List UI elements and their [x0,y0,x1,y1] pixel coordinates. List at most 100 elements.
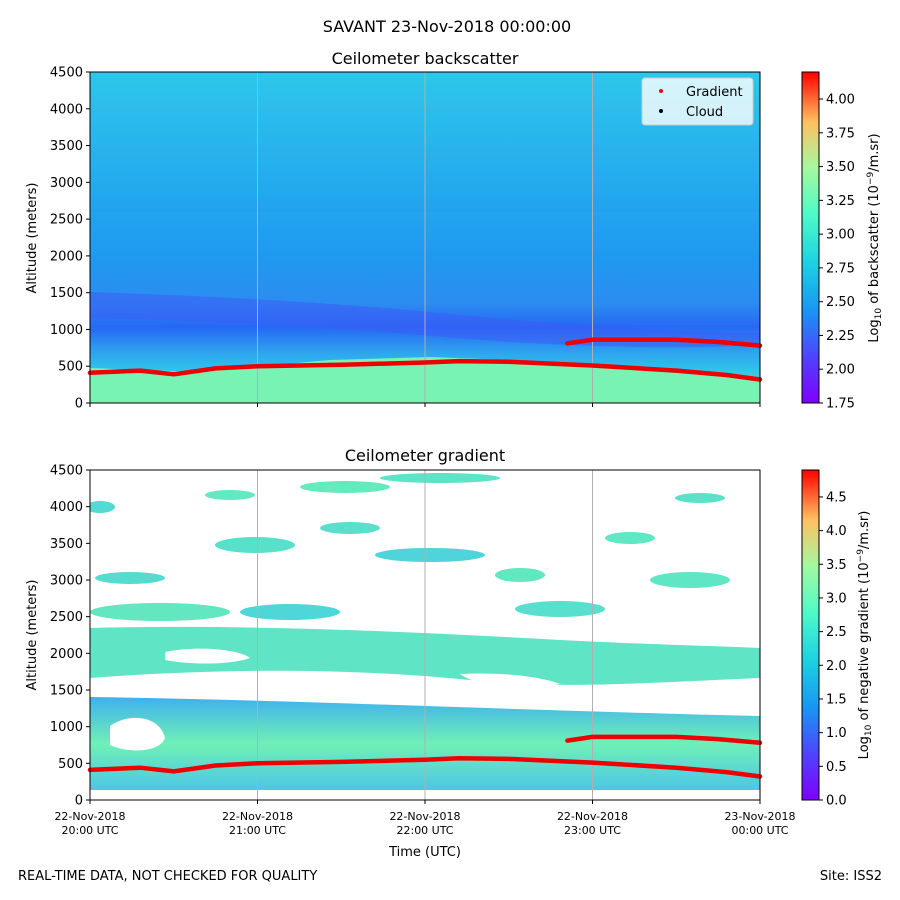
colorbar-gradient [801,71,820,404]
gradient-gradient-series [87,734,763,779]
gradient-title: Ceilometer gradient [345,446,505,465]
y-tick-label: 2500 [50,213,83,228]
y-tick-label: 4500 [50,464,83,479]
colorbar-tick-label: 1.0 [826,726,847,741]
backscatter-title: Ceilometer backscatter [332,49,519,68]
gradient-gap [460,673,560,688]
backscatter-colorbar: 1.75 2.00 2.25 2.50 2.75 3.00 3.25 3.50 3.75 4.00… [801,71,884,412]
gradient-patch [675,493,725,503]
colorbar-tick-label: 4.5 [826,490,847,505]
backscatter-gradient-series [87,337,763,382]
x-tick-label-time: 21:00 UTC [229,824,286,837]
y-tick-label: 3500 [50,537,83,552]
gradient-gap [110,717,165,751]
legend-label-cloud: Cloud [686,105,723,120]
legend-marker-cloud [659,109,663,113]
y-tick-label: 1500 [50,684,83,699]
backscatter-y-ticks: 0 500 1000 1500 2000 2500 3000 3500 4000 4500 [50,66,90,412]
gradient-height-line [87,755,763,779]
gradient-patch [650,572,730,588]
gradient-patch [515,601,605,617]
backscatter-colorbar-label: Log10 of backscatter (10−9/m.sr) [866,133,884,342]
x-tick-label-time: 00:00 UTC [731,824,788,837]
y-tick-label: 3000 [50,176,83,191]
gradient-gap [165,648,250,664]
colorbar-tick-label: 3.25 [826,194,855,209]
gradient-patch [300,481,390,493]
y-tick-label: 4000 [50,102,83,117]
colorbar-gradient [801,469,820,801]
legend-label-gradient: Gradient [686,85,743,100]
gradient-patch [320,522,380,534]
gradient-y-ticks: 0 500 1000 1500 2000 2500 3000 3500 4000 4500 [50,464,90,809]
colorbar-tick-label: 2.0 [826,659,847,674]
gradient-patch [215,537,295,553]
y-tick-label: 1500 [50,286,83,301]
colorbar-tick-label: 3.50 [826,160,855,175]
backscatter-x-ticks [89,403,761,407]
gradient-x-label: Time (UTC) [388,845,461,860]
colorbar-tick-label: 2.00 [826,363,855,378]
colorbar-tick-label: 3.5 [826,558,847,573]
x-tick-label-time: 22:00 UTC [396,824,453,837]
gradient-height-line [87,358,763,382]
site-label: Site: ISS2 [819,869,882,884]
y-tick-label: 2500 [50,610,83,625]
colorbar-tick-label: 1.5 [826,692,847,707]
gradient-patch [90,603,230,621]
colorbar-tick-label: 2.50 [826,295,855,310]
x-tick-label-date: 23-Nov-2018 [724,810,795,823]
quality-disclaimer: REAL-TIME DATA, NOT CHECKED FOR QUALITY [18,869,318,884]
colorbar-ticks: 0.0 0.5 1.0 1.5 2.0 2.5 3.0 3.5 4.0 4.5 [819,490,847,809]
gradient-patch [605,532,655,544]
y-tick-label: 2000 [50,249,83,264]
gradient-patch [375,548,485,562]
gradient-patch [90,501,115,513]
gradient-y-label: Altitude (meters) [25,580,40,691]
gradient-patch [95,572,165,584]
gradient-patch [380,473,500,483]
colorbar-tick-label: 2.25 [826,329,855,344]
gradient-panel: Ceilometer gradient [25,446,874,860]
y-tick-label: 4000 [50,500,83,515]
colorbar-tick-label: 0.5 [826,760,847,775]
legend-marker-gradient [659,89,663,93]
gradient-height-line [565,337,763,348]
y-tick-label: 3000 [50,574,83,589]
legend-box [641,77,754,126]
x-tick-label-time: 20:00 UTC [61,824,118,837]
x-tick-label-date: 22-Nov-2018 [557,810,628,823]
gradient-gridlines [257,470,593,800]
y-tick-label: 500 [58,757,83,772]
x-tick-label-time: 23:00 UTC [564,824,621,837]
colorbar-tick-label: 3.75 [826,126,855,141]
gradient-patch [240,604,340,620]
y-tick-label: 0 [75,397,83,412]
gradient-colorbar-label: Log10 of negative gradient (10−9/m.sr) [856,511,874,760]
gradient-heatmap [90,470,760,800]
colorbar-tick-label: 0.0 [826,794,847,809]
colorbar-ticks: 1.75 2.00 2.25 2.50 2.75 3.00 3.25 3.50 3.75 4.00 [819,93,855,412]
colorbar-tick-label: 4.00 [826,93,855,108]
y-tick-label: 1000 [50,323,83,338]
gradient-colorbar: 0.0 0.5 1.0 1.5 2.0 2.5 3.0 3.5 4.0 4.5 Log10 of … [801,469,874,809]
backscatter-gridlines [257,72,593,403]
figure-suptitle: SAVANT 23-Nov-2018 00:00:00 [323,17,571,36]
x-tick-label-date: 22-Nov-2018 [222,810,293,823]
colorbar-tick-label: 3.00 [826,228,855,243]
y-tick-label: 0 [75,794,83,809]
legend: Gradient Cloud [641,77,754,126]
colorbar-tick-label: 4.0 [826,524,847,539]
colorbar-tick-label: 3.0 [826,591,847,606]
y-tick-label: 1000 [50,720,83,735]
backscatter-panel: Ceilometer backscatter 0 500 1000 1500 2000 2… [25,49,884,412]
backscatter-y-label: Altitude (meters) [25,183,40,294]
x-tick-label-date: 22-Nov-2018 [54,810,125,823]
gradient-patch [205,490,255,500]
colorbar-tick-label: 2.5 [826,625,847,640]
y-tick-label: 2000 [50,647,83,662]
colorbar-tick-label: 2.75 [826,261,855,276]
y-tick-label: 3500 [50,139,83,154]
